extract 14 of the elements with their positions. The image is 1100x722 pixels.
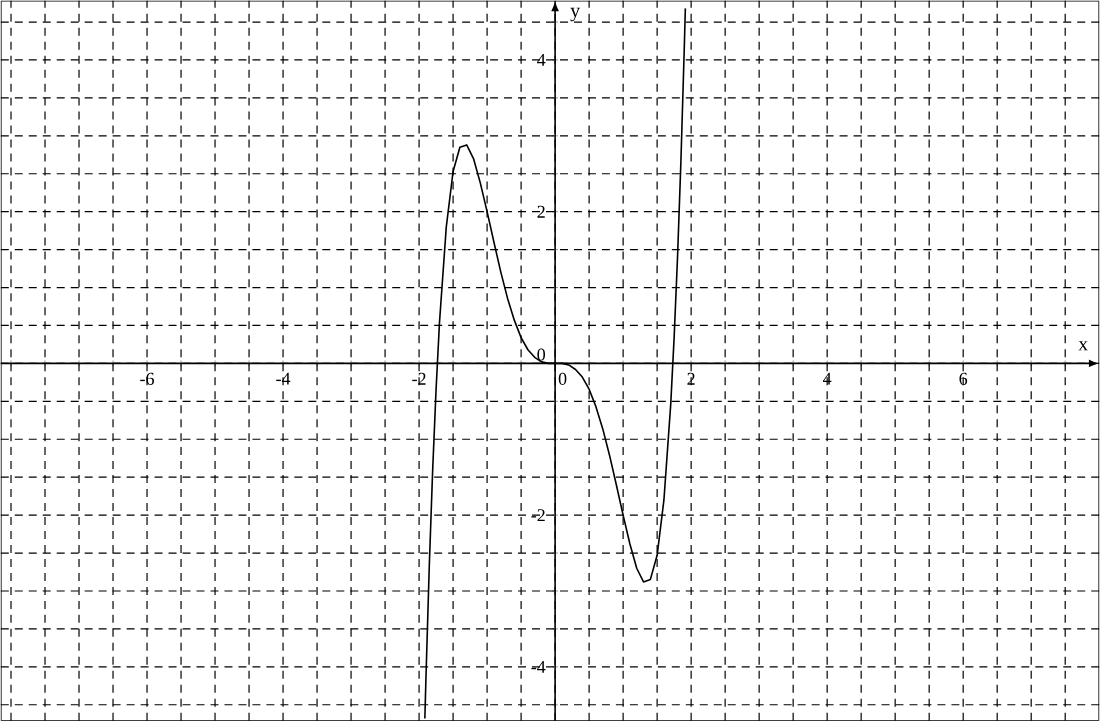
x-axis-title: x (1078, 341, 1088, 351)
x-tick-label: 2 (687, 373, 695, 385)
y-tick-label: -2 (531, 509, 545, 522)
y-tick-label: -4 (531, 661, 546, 674)
y-tick-label: 2 (537, 205, 545, 218)
x-tick-label: 0 (558, 373, 567, 386)
x-tick-label: -6 (140, 373, 154, 386)
y-tick-label: 0 (537, 348, 546, 361)
x-tick-label: -4 (276, 373, 291, 385)
x-tick-label: 6 (959, 373, 968, 386)
x-tick-label: -2 (412, 373, 426, 385)
y-axis-title: y (570, 8, 581, 22)
y-tick-label: 4 (537, 54, 546, 67)
x-tick-label: 4 (823, 373, 832, 385)
